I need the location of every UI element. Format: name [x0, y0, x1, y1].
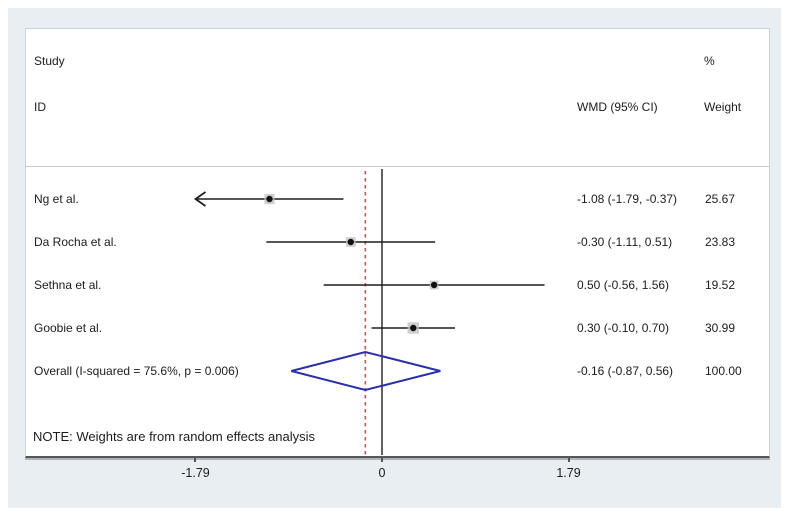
overall-weight-value: 100.00	[705, 364, 742, 378]
point-estimate	[266, 195, 273, 203]
study-label: Da Rocha et al.	[34, 235, 117, 249]
wmd-ci-value: 0.50 (-0.56, 1.56)	[577, 278, 670, 292]
wmd-ci-value: 0.30 (-0.10, 0.70)	[577, 321, 670, 335]
x-tick-label: 1.79	[556, 466, 581, 480]
weight-value: 30.99	[705, 321, 736, 335]
x-tick	[567, 457, 570, 462]
note-text: NOTE: Weights are from random effects an…	[33, 429, 316, 444]
column-header-wmd-ci: WMD (95% CI)	[577, 100, 658, 114]
x-tick	[381, 457, 383, 462]
column-header-study: Study	[34, 54, 65, 68]
study-label: Ng et al.	[34, 192, 79, 206]
x-tick-label: 0	[378, 466, 386, 480]
overall-wmd-ci-value: -0.16 (-0.87, 0.56)	[577, 364, 674, 378]
plot-canvas	[193, 169, 545, 455]
weight-value: 19.52	[705, 278, 736, 292]
study-label: Goobie et al.	[34, 321, 103, 335]
overall-label: Overall (I-squared = 75.6%, p = 0.006)	[34, 364, 239, 378]
point-estimate	[347, 238, 354, 246]
study-label: Sethna et al.	[34, 278, 102, 292]
ci-arrow-left	[193, 191, 207, 207]
x-tick	[194, 457, 197, 462]
column-header-percent: %	[704, 54, 715, 68]
header-separator	[25, 166, 770, 167]
weight-value: 23.83	[705, 235, 736, 249]
column-header-id: ID	[34, 100, 46, 114]
column-header-weight: Weight	[704, 100, 742, 114]
overall-diamond	[291, 350, 441, 392]
point-estimate	[410, 324, 417, 332]
wmd-ci-value: -1.08 (-1.79, -0.37)	[577, 192, 678, 206]
plot-area	[25, 28, 770, 458]
point-estimate	[430, 281, 438, 289]
x-tick-label: -1.79	[181, 466, 210, 480]
wmd-ci-value: -0.30 (-1.11, 0.51)	[577, 235, 673, 249]
weight-value: 25.67	[705, 192, 736, 206]
